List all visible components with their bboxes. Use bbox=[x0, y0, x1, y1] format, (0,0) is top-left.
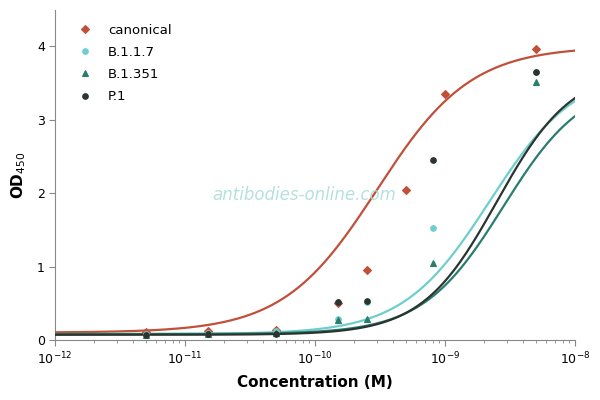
canonical bbox=[142, 330, 149, 334]
P.1 bbox=[429, 158, 436, 162]
B.1.1.7 bbox=[363, 299, 370, 304]
P.1 bbox=[142, 332, 149, 337]
P.1 bbox=[363, 299, 370, 304]
Legend: canonical, B.1.1.7, B.1.351, P.1: canonical, B.1.1.7, B.1.351, P.1 bbox=[67, 20, 175, 107]
canonical bbox=[442, 92, 449, 96]
X-axis label: Concentration (M): Concentration (M) bbox=[237, 375, 393, 390]
Y-axis label: OD$_{450}$: OD$_{450}$ bbox=[10, 151, 28, 198]
B.1.351 bbox=[334, 318, 341, 322]
P.1 bbox=[205, 332, 212, 336]
B.1.351 bbox=[429, 260, 436, 265]
B.1.351 bbox=[532, 79, 539, 84]
B.1.351 bbox=[363, 317, 370, 322]
Line: P.1: P.1 bbox=[143, 69, 539, 338]
B.1.351 bbox=[272, 330, 280, 335]
P.1 bbox=[532, 70, 539, 74]
canonical bbox=[363, 268, 370, 273]
B.1.1.7 bbox=[532, 70, 539, 74]
canonical bbox=[532, 46, 539, 51]
B.1.1.7 bbox=[272, 329, 280, 334]
Line: B.1.351: B.1.351 bbox=[143, 79, 539, 338]
Text: antibodies-online.com: antibodies-online.com bbox=[213, 186, 397, 204]
canonical bbox=[403, 187, 410, 192]
B.1.1.7 bbox=[205, 331, 212, 336]
B.1.1.7 bbox=[142, 332, 149, 336]
canonical bbox=[334, 301, 341, 306]
canonical bbox=[205, 329, 212, 334]
B.1.351 bbox=[205, 332, 212, 336]
B.1.1.7 bbox=[429, 226, 436, 231]
P.1 bbox=[272, 332, 280, 336]
canonical bbox=[272, 328, 280, 333]
P.1 bbox=[334, 299, 341, 304]
B.1.1.7 bbox=[334, 317, 341, 322]
Line: B.1.1.7: B.1.1.7 bbox=[143, 69, 539, 337]
Line: canonical: canonical bbox=[143, 46, 539, 335]
B.1.351 bbox=[142, 332, 149, 337]
